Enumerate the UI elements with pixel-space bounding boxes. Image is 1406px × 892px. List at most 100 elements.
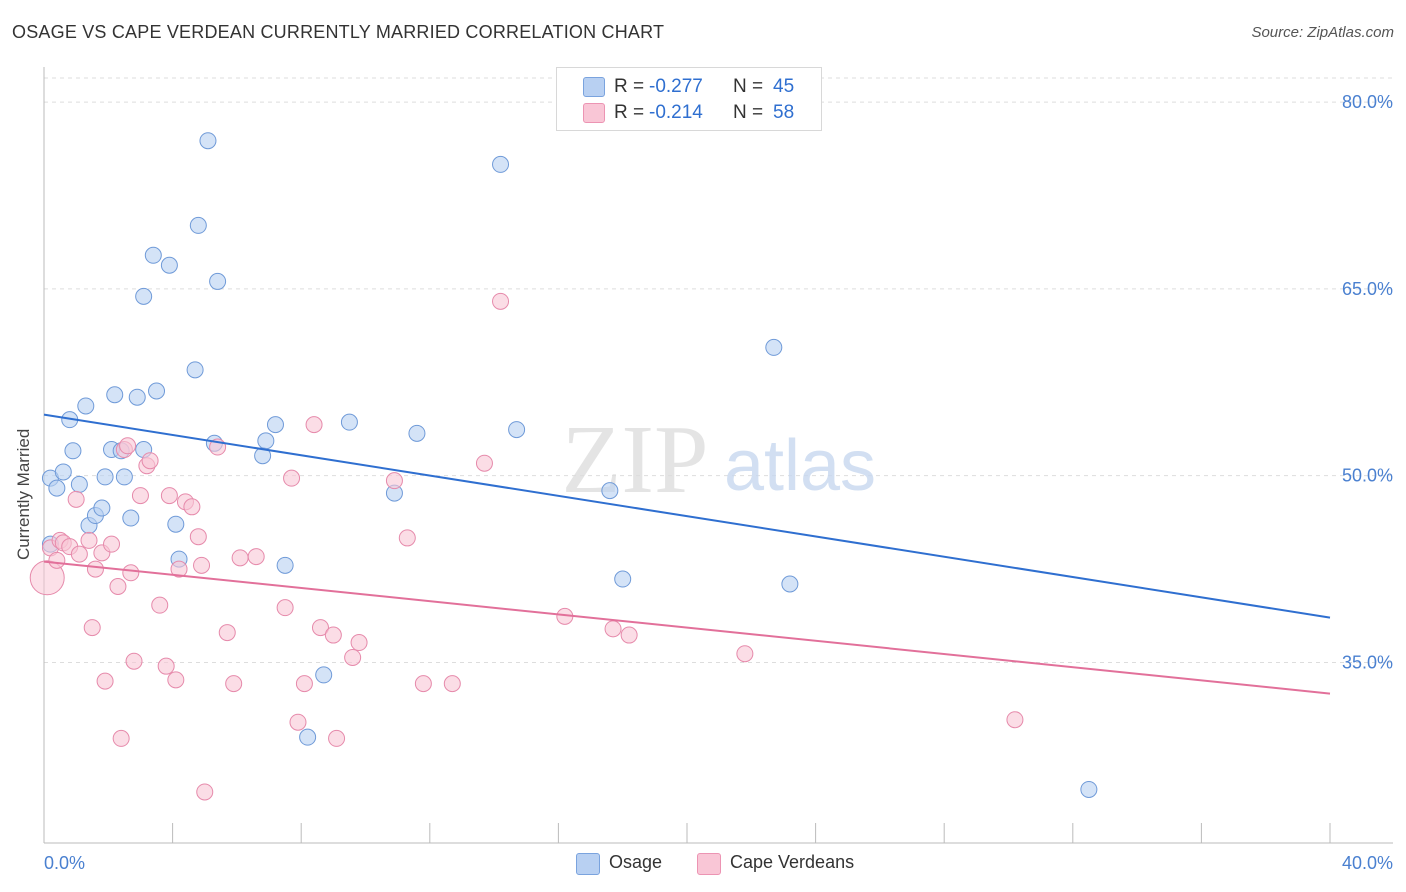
point-cape-verdeans <box>160 487 178 505</box>
point-cape-verdeans <box>276 599 294 617</box>
point-osage <box>765 338 783 356</box>
point-osage <box>122 509 140 527</box>
legend-r-label: R = <box>614 102 645 123</box>
point-cape-verdeans <box>620 626 638 644</box>
chart-title: OSAGE VS CAPE VERDEAN CURRENTLY MARRIED … <box>12 22 665 42</box>
point-cape-verdeans <box>344 648 362 666</box>
point-cape-verdeans <box>141 452 159 470</box>
point-osage <box>115 468 133 486</box>
point-cape-verdeans <box>604 620 622 638</box>
point-osage <box>209 272 227 290</box>
series-label-cape-verdeans: Cape Verdeans <box>730 852 855 872</box>
y-tick-label: 80.0% <box>1342 92 1393 112</box>
point-cape-verdeans <box>1006 711 1024 729</box>
point-osage <box>257 432 275 450</box>
point-cape-verdeans <box>119 437 137 455</box>
tick-label-layer: 80.0% 65.0% 50.0% 35.0% 0.0% 40.0% <box>44 92 1393 873</box>
trend-line-osage <box>43 413 1331 619</box>
legend-swatch-osage <box>583 77 605 97</box>
legend-n-label: N = <box>733 76 764 97</box>
point-cape-verdeans <box>83 619 101 637</box>
point-osage <box>340 413 358 431</box>
point-cape-verdeans <box>96 672 114 690</box>
point-osage <box>276 556 294 574</box>
axis-layer <box>43 67 1393 844</box>
point-cape-verdeans <box>189 528 207 546</box>
point-cape-verdeans <box>112 729 130 747</box>
point-cape-verdeans <box>193 556 211 574</box>
watermark-atlas: atlas <box>724 426 876 506</box>
point-cape-verdeans <box>196 783 214 801</box>
series-swatch-cape-verdeans <box>697 853 721 875</box>
source-label: Source: ZipAtlas.com <box>1251 24 1394 41</box>
point-osage <box>96 468 114 486</box>
point-cape-verdeans <box>183 498 201 516</box>
point-cape-verdeans <box>283 469 301 487</box>
point-cape-verdeans <box>218 624 236 642</box>
point-cape-verdeans <box>305 416 323 434</box>
point-osage <box>48 479 66 497</box>
point-cape-verdeans <box>414 675 432 693</box>
point-cape-verdeans <box>70 545 88 563</box>
watermark-zip: ZIP <box>562 406 709 514</box>
point-cape-verdeans <box>231 549 249 567</box>
point-osage <box>64 442 82 460</box>
point-osage <box>189 216 207 234</box>
legend-n-value-osage: 45 <box>773 76 795 97</box>
point-cape-verdeans <box>29 560 65 596</box>
point-cape-verdeans <box>67 490 85 508</box>
legend-r-value-osage: -0.277 <box>649 76 703 97</box>
legend-r-value-cape-verdeans: -0.214 <box>649 102 703 123</box>
y-tick-label: 65.0% <box>1342 279 1393 299</box>
point-osage <box>614 570 632 588</box>
legend-swatch-cape-verdeans <box>583 103 605 123</box>
point-cape-verdeans <box>247 548 265 566</box>
x-tick-label: 0.0% <box>44 853 85 873</box>
grid-layer <box>44 77 1393 663</box>
watermark: ZIP atlas <box>562 406 877 514</box>
point-osage <box>148 382 166 400</box>
series-label-osage: Osage <box>609 852 663 872</box>
point-cape-verdeans <box>86 560 104 578</box>
legend-n-label: N = <box>733 102 764 123</box>
correlation-legend: R = -0.277 N = 45 R = -0.214 N = 58 <box>556 67 822 131</box>
x-tick-label: 40.0% <box>1342 853 1393 873</box>
series-swatch-osage <box>576 853 600 875</box>
point-osage <box>128 388 146 406</box>
point-cape-verdeans <box>311 619 329 637</box>
point-osage <box>186 361 204 379</box>
y-tick-label: 35.0% <box>1342 652 1393 672</box>
trend-layer <box>43 413 1331 695</box>
point-cape-verdeans <box>385 472 403 490</box>
point-osage <box>77 397 95 415</box>
point-osage <box>144 246 162 264</box>
point-osage <box>167 515 185 533</box>
y-tick-label: 50.0% <box>1342 466 1393 486</box>
point-osage <box>93 499 111 517</box>
point-cape-verdeans <box>170 560 188 578</box>
point-cape-verdeans <box>328 729 346 747</box>
point-cape-verdeans <box>295 675 313 693</box>
trend-line-cape-verdeans <box>43 560 1331 695</box>
point-osage <box>1080 780 1098 798</box>
points-layer <box>29 132 1098 801</box>
point-cape-verdeans <box>443 675 461 693</box>
point-cape-verdeans <box>350 634 368 652</box>
point-osage <box>106 386 124 404</box>
point-cape-verdeans <box>736 645 754 663</box>
point-cape-verdeans <box>125 652 143 670</box>
point-cape-verdeans <box>167 671 185 689</box>
point-cape-verdeans <box>80 531 98 549</box>
point-cape-verdeans <box>475 454 493 472</box>
legend-r-label: R = <box>614 76 645 97</box>
point-osage <box>54 463 72 481</box>
point-cape-verdeans <box>492 292 510 310</box>
point-cape-verdeans <box>109 577 127 595</box>
point-cape-verdeans <box>131 487 149 505</box>
point-cape-verdeans <box>48 551 66 569</box>
point-cape-verdeans <box>289 713 307 731</box>
point-osage <box>781 575 799 593</box>
point-osage <box>135 287 153 305</box>
legend-n-value-cape-verdeans: 58 <box>773 102 795 123</box>
